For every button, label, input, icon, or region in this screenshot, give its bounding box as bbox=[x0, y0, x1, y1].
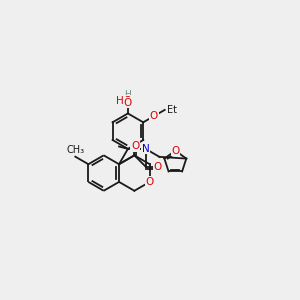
Text: O: O bbox=[131, 142, 139, 152]
Text: O: O bbox=[153, 162, 162, 172]
Text: Et: Et bbox=[167, 105, 177, 115]
Text: H: H bbox=[124, 90, 131, 99]
Text: O: O bbox=[146, 177, 154, 187]
Text: HO: HO bbox=[116, 95, 132, 106]
Text: CH₃: CH₃ bbox=[66, 145, 84, 155]
Text: O: O bbox=[150, 111, 158, 121]
Text: N: N bbox=[142, 144, 149, 154]
Text: O: O bbox=[124, 98, 132, 108]
Text: O: O bbox=[171, 146, 179, 156]
